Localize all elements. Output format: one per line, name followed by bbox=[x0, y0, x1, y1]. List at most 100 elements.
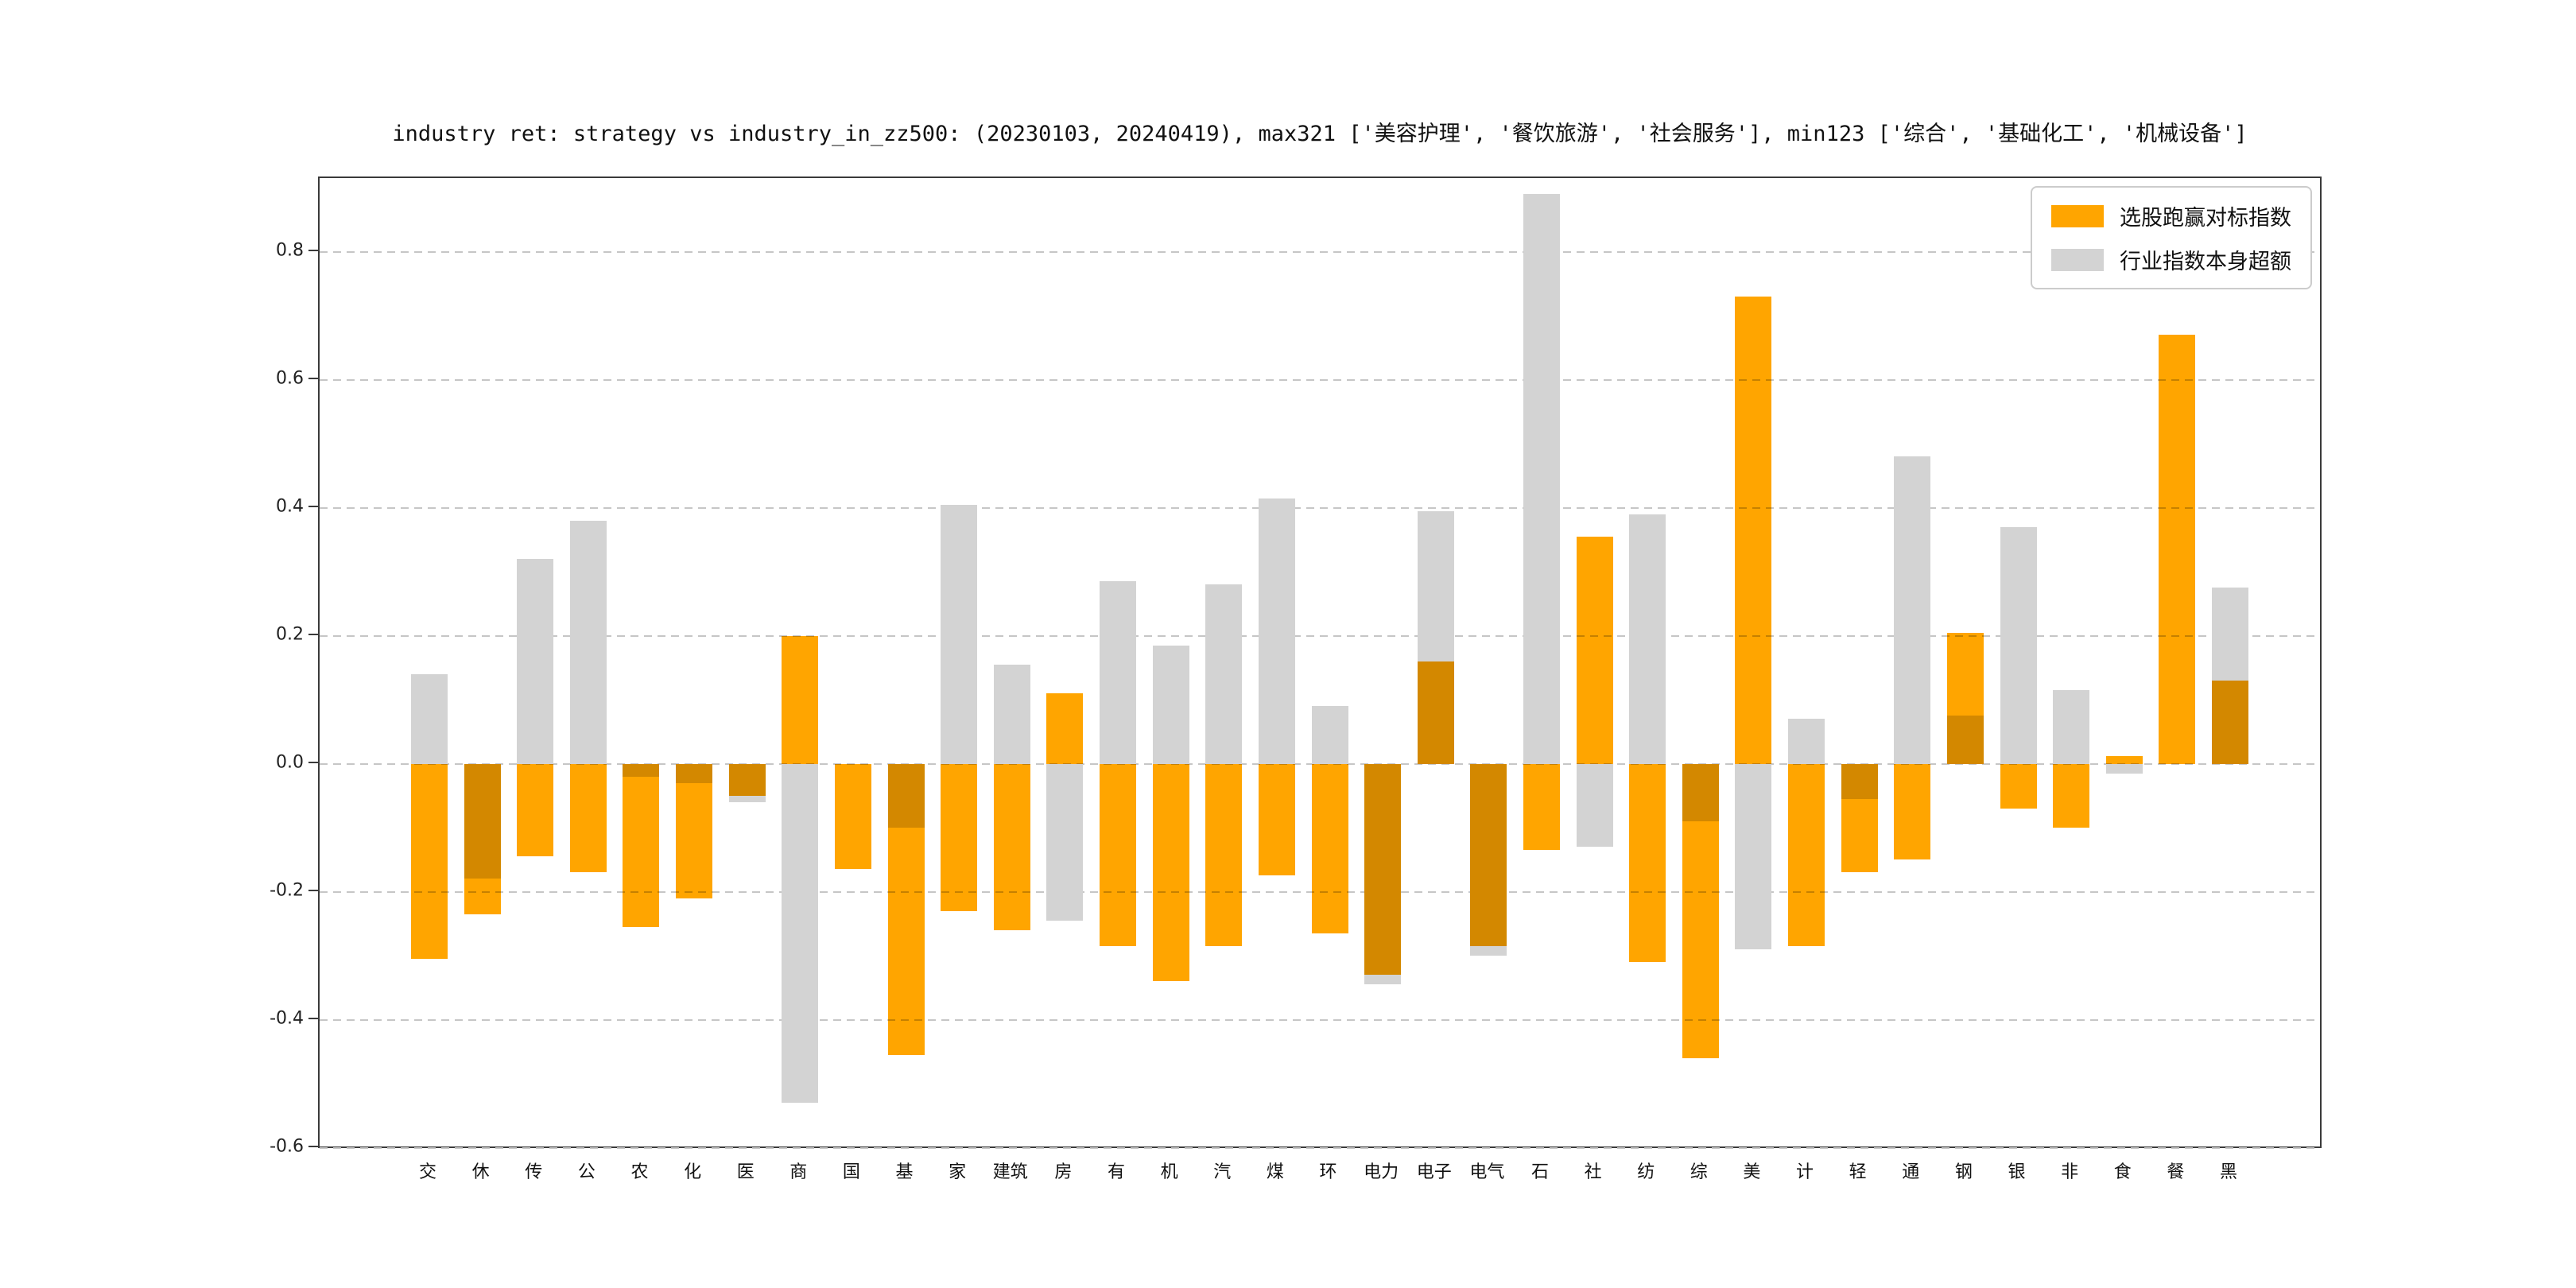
y-tick-mark bbox=[308, 377, 318, 379]
y-tick-label: -0.4 bbox=[270, 1008, 304, 1029]
legend-swatch-gray bbox=[2051, 248, 2104, 271]
bar-strategy bbox=[1205, 763, 1243, 946]
y-tick-mark bbox=[308, 505, 318, 507]
bar-strategy bbox=[411, 763, 448, 960]
gridline bbox=[320, 250, 2320, 253]
bar-strategy bbox=[941, 763, 978, 911]
bar-industry bbox=[1629, 514, 1666, 764]
x-tick-label: 非 bbox=[2061, 1162, 2079, 1182]
x-tick-label: 通 bbox=[1902, 1162, 1920, 1182]
x-tick-label: 电气 bbox=[1469, 1162, 1505, 1182]
x-tick-label: 房 bbox=[1054, 1162, 1073, 1182]
bar-industry bbox=[1894, 456, 1931, 764]
bar-strategy bbox=[782, 635, 819, 764]
bar-strategy bbox=[887, 763, 925, 1055]
x-tick-label: 休 bbox=[471, 1162, 490, 1182]
bar-strategy bbox=[1682, 763, 1719, 1058]
x-tick-label: 医 bbox=[736, 1162, 755, 1182]
x-tick-label: 电力 bbox=[1364, 1162, 1399, 1182]
bar-industry bbox=[941, 504, 978, 764]
x-tick-label: 有 bbox=[1108, 1162, 1126, 1182]
x-tick-label: 计 bbox=[1796, 1162, 1814, 1182]
x-tick-label: 餐 bbox=[2167, 1162, 2185, 1182]
y-tick-label: 0.8 bbox=[276, 240, 304, 261]
bar-industry bbox=[1152, 645, 1189, 764]
bar-strategy bbox=[834, 763, 871, 870]
bar-industry bbox=[517, 558, 554, 764]
legend-label-industry: 行业指数本身超额 bbox=[2120, 250, 2291, 274]
y-tick-mark bbox=[308, 889, 318, 891]
bar-strategy bbox=[1152, 763, 1189, 982]
x-tick-label: 国 bbox=[842, 1162, 860, 1182]
y-tick-label: 0.0 bbox=[276, 752, 304, 773]
bar-strategy bbox=[2053, 763, 2090, 828]
x-tick-label: 基 bbox=[895, 1162, 914, 1182]
bar-industry bbox=[2000, 526, 2037, 764]
x-tick-label: 化 bbox=[684, 1162, 702, 1182]
bar-strategy bbox=[676, 763, 713, 898]
gridline bbox=[320, 1018, 2320, 1021]
bar-strategy bbox=[1841, 763, 1878, 873]
legend-item-strategy: 选股跑赢对标指数 bbox=[2051, 200, 2291, 231]
bar-industry bbox=[1311, 706, 1348, 764]
bar-strategy bbox=[1735, 296, 1772, 764]
x-tick-label: 美 bbox=[1743, 1162, 1761, 1182]
bar-strategy bbox=[1046, 693, 1084, 764]
x-tick-label: 食 bbox=[2113, 1162, 2132, 1182]
gridline bbox=[320, 506, 2320, 509]
bar-industry bbox=[1788, 719, 1825, 764]
legend-label-strategy: 选股跑赢对标指数 bbox=[2120, 206, 2291, 231]
bar-industry bbox=[411, 673, 448, 764]
bar-strategy bbox=[2159, 335, 2196, 764]
x-tick-label: 纺 bbox=[1637, 1162, 1655, 1182]
bar-strategy bbox=[2000, 763, 2037, 809]
bar-industry bbox=[1046, 763, 1084, 921]
legend: 选股跑赢对标指数 行业指数本身超额 bbox=[2031, 186, 2312, 289]
y-tick-mark bbox=[308, 1145, 318, 1147]
x-tick-label: 电子 bbox=[1416, 1162, 1452, 1182]
gridline bbox=[320, 1146, 2320, 1149]
bar-strategy bbox=[623, 763, 660, 927]
y-tick-label: 0.4 bbox=[276, 496, 304, 517]
x-tick-label: 交 bbox=[418, 1162, 437, 1182]
x-tick-label: 轻 bbox=[1849, 1162, 1867, 1182]
legend-item-industry: 行业指数本身超额 bbox=[2051, 244, 2291, 275]
bar-industry bbox=[1258, 498, 1295, 764]
bar-strategy bbox=[993, 763, 1030, 930]
y-tick-mark bbox=[308, 633, 318, 635]
x-tick-label: 煤 bbox=[1266, 1162, 1284, 1182]
x-tick-label: 农 bbox=[630, 1162, 649, 1182]
plot-area: 选股跑赢对标指数 行业指数本身超额 bbox=[318, 177, 2322, 1149]
bar-strategy bbox=[464, 763, 501, 914]
bar-strategy bbox=[728, 763, 766, 796]
bar-industry bbox=[1523, 194, 1560, 764]
bar-industry bbox=[1205, 584, 1243, 764]
bar-strategy bbox=[1417, 661, 1454, 764]
bar-industry bbox=[2053, 690, 2090, 764]
bar-strategy bbox=[1523, 763, 1560, 851]
bar-strategy bbox=[1470, 763, 1507, 946]
x-tick-label: 社 bbox=[1584, 1162, 1602, 1182]
bar-strategy bbox=[517, 763, 554, 857]
x-tick-label: 公 bbox=[577, 1162, 596, 1182]
bar-strategy bbox=[1788, 763, 1825, 946]
x-tick-label: 传 bbox=[525, 1162, 543, 1182]
bar-strategy bbox=[1894, 763, 1931, 860]
x-tick-label: 黑 bbox=[2219, 1162, 2238, 1182]
y-tick-label: -0.6 bbox=[270, 1136, 304, 1157]
x-tick-label: 综 bbox=[1690, 1162, 1708, 1182]
bar-industry bbox=[1576, 763, 1613, 848]
bar-industry bbox=[1100, 581, 1137, 764]
x-tick-label: 银 bbox=[2008, 1162, 2026, 1182]
bar-strategy bbox=[1364, 763, 1402, 976]
legend-swatch-orange bbox=[2051, 204, 2104, 227]
y-tick-mark bbox=[308, 761, 318, 763]
bar-industry bbox=[782, 763, 819, 1104]
bar-strategy bbox=[1576, 536, 1613, 764]
bar-strategy bbox=[1311, 763, 1348, 933]
x-tick-label: 商 bbox=[789, 1162, 808, 1182]
bar-strategy bbox=[1100, 763, 1137, 946]
x-tick-label: 机 bbox=[1160, 1162, 1178, 1182]
y-tick-label: 0.6 bbox=[276, 368, 304, 389]
